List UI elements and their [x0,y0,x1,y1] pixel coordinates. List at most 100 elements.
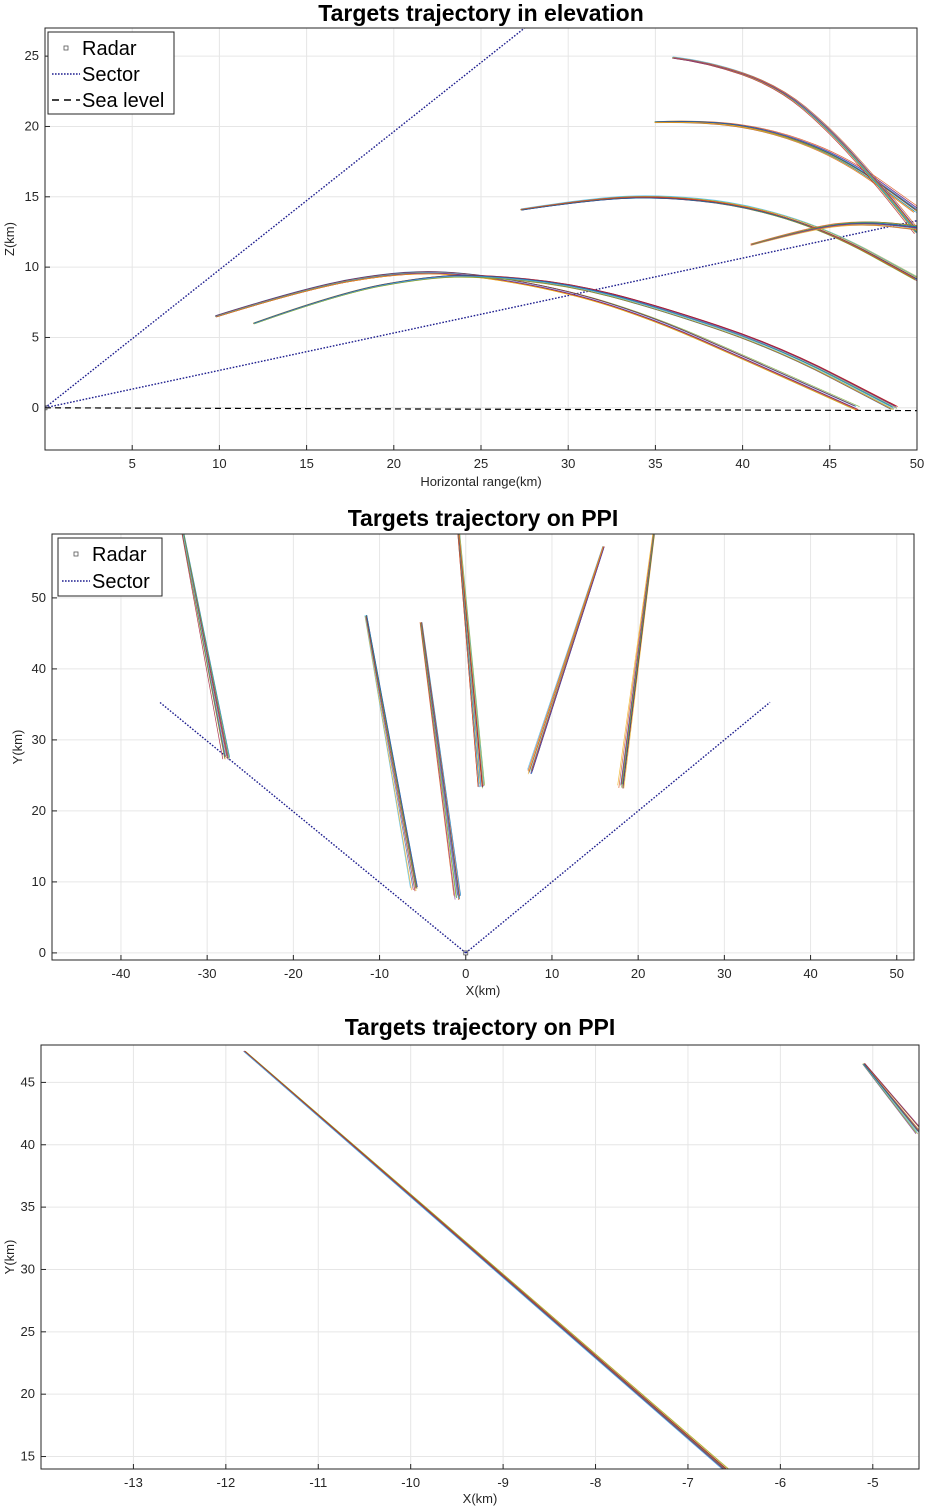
axes-box [51,533,915,961]
trajectory-track [457,534,480,788]
legend-entry-sector: Sector [92,571,150,593]
x-tick-label: 25 [474,456,488,471]
radar-marker [463,950,469,956]
trajectory-track [183,534,231,758]
trajectory-track [181,534,224,760]
trajectory-track [253,276,894,410]
trajectory-track [863,1063,919,1133]
trajectory-track [215,272,856,409]
trajectory-track [618,534,654,788]
x-tick-label: 0 [462,966,469,981]
x-tick-label: -12 [216,1475,235,1490]
radar-square-icon [63,45,69,51]
y-tick-label: 15 [21,1449,35,1464]
trajectory-bundle [214,271,860,411]
trajectory-track [421,622,462,896]
sector-line [45,28,526,409]
y-tick-label: 45 [21,1074,35,1089]
y-tick-label: 25 [21,1324,35,1339]
trajectory-track [531,546,605,773]
x-tick-label: 20 [387,456,401,471]
trajectory-bundle [243,1050,729,1469]
x-tick-label: -30 [198,966,217,981]
x-tick-label: -11 [309,1475,327,1490]
trajectory-track [253,275,893,408]
legend-entry-radar: Radar [82,38,137,60]
trajectory-track [621,534,655,788]
trajectory-track [253,275,894,409]
legend-radar-marker [63,45,69,51]
sea-level-line [45,407,917,412]
trajectory-bundle [181,534,231,761]
trajectory-track [617,534,654,786]
y-axis-label: Y(km) [10,730,25,765]
trajectory-track [421,622,461,897]
trajectory-track [182,534,226,756]
x-tick-label: 15 [299,456,313,471]
x-tick-label: 10 [545,966,559,981]
x-tick-label: 35 [648,456,662,471]
y-tick-label: 40 [32,661,46,676]
chart-title: Targets trajectory on PPI [345,1014,616,1040]
sector-line [45,220,917,409]
trajectory-track [365,615,414,888]
trajectory-track [672,57,915,235]
y-tick-label: 20 [21,1386,35,1401]
x-tick-label: -7 [682,1475,694,1490]
chart-title: Targets trajectory in elevation [318,0,644,26]
x-tick-label: 40 [803,966,817,981]
y-tick-label: 20 [32,803,46,818]
trajectory-track [182,534,225,759]
trajectory-bundle [672,56,917,235]
trajectory-bundle [862,1062,919,1135]
plot-area [45,28,917,412]
x-tick-label: -8 [590,1475,602,1490]
legend: Radar Sector [57,537,163,597]
trajectory-track [862,1063,918,1134]
trajectory-track [243,1051,723,1469]
x-tick-label: 20 [631,966,645,981]
trajectory-track [215,271,856,408]
x-tick-label: 45 [823,456,837,471]
trajectory-track [365,615,417,888]
tick-labels: 5 10 15 20 25 30 35 40 45 50 0 5 10 15 20 25 [25,48,925,471]
trajectory-track [459,534,484,786]
x-tick-label: -20 [284,966,303,981]
y-tick-label: 10 [25,259,39,274]
trajectory-bundle [750,221,917,246]
trajectory-track [673,57,917,231]
trajectory-track [531,546,605,770]
trajectory-track [244,1050,729,1469]
trajectory-track [752,221,917,245]
x-axis-label: X(km) [463,1491,498,1506]
grid [41,1045,919,1469]
y-tick-label: 35 [21,1199,35,1214]
y-tick-label: 0 [32,400,39,415]
legend-entry-sector: Sector [82,64,140,86]
ppi-chart: Targets trajectory on PPI -40 -30 -20 -10 0 1… [10,505,915,998]
x-tick-label: 5 [129,456,136,471]
trajectory-track [527,545,604,770]
trajectory-track [623,534,655,789]
trajectory-track [419,622,455,896]
x-tick-label: 10 [212,456,226,471]
trajectory-track [365,616,416,892]
trajectory-track [751,223,917,246]
y-tick-label: 30 [21,1261,35,1276]
y-tick-label: 40 [21,1137,35,1152]
chart-title: Targets trajectory on PPI [348,505,619,531]
trajectory-track [183,534,229,761]
legend-entry-sea-level: Sea level [82,90,164,112]
trajectory-track [366,614,418,887]
x-tick-label: 50 [890,966,904,981]
x-tick-label: -40 [112,966,131,981]
trajectory-track [420,622,457,899]
y-tick-label: 15 [25,189,39,204]
y-axis-label: Y(km) [2,1240,17,1275]
trajectory-track [864,1063,919,1128]
x-tick-label: -6 [775,1475,787,1490]
x-tick-label: 40 [735,456,749,471]
trajectory-bundle [527,545,605,775]
x-tick-label: 30 [561,456,575,471]
